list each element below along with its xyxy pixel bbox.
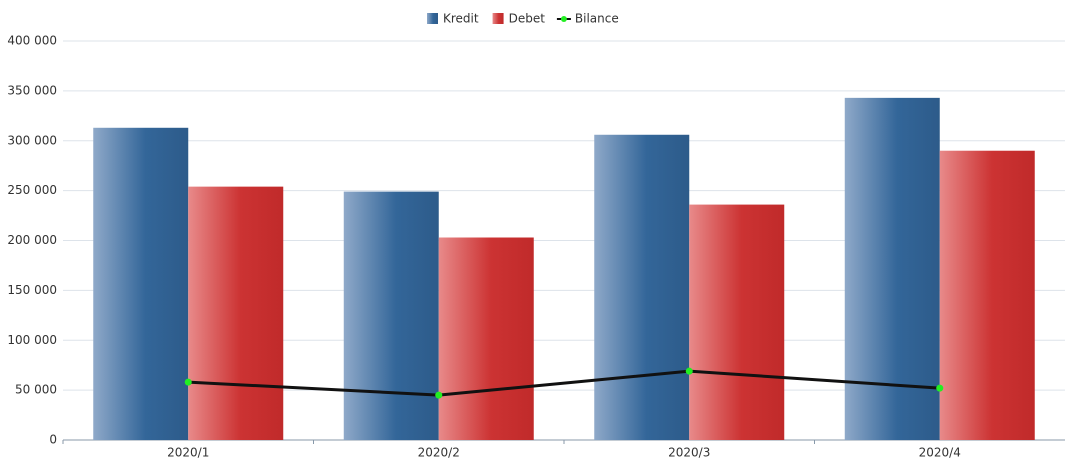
legend-swatch [492, 13, 504, 24]
y-tick-label: 250 000 [7, 183, 57, 197]
legend-swatch [427, 13, 438, 24]
bar [594, 134, 690, 440]
legend-label: Bilance [575, 12, 619, 26]
bar [93, 127, 189, 440]
marker [435, 391, 443, 399]
bar [689, 204, 785, 440]
y-tick-label: 400 000 [7, 34, 57, 48]
legend-label: Debet [509, 12, 546, 26]
line [188, 369, 940, 397]
marker [936, 384, 944, 392]
y-tick-label: 50 000 [15, 383, 57, 397]
y-tick-label: 150 000 [7, 283, 57, 297]
y-tick-label: 100 000 [7, 333, 57, 347]
bar [343, 191, 439, 440]
bar [939, 150, 1035, 440]
marker [184, 378, 192, 386]
x-tick-label: 2020/4 [919, 446, 961, 460]
y-tick-label: 300 000 [7, 133, 57, 147]
legend-label: Kredit [443, 12, 479, 26]
y-tick-label: 0 [49, 433, 57, 447]
marker [685, 367, 693, 375]
legend-swatch [560, 16, 567, 22]
bar [844, 97, 940, 441]
bar [438, 237, 534, 440]
x-tick-label: 2020/1 [167, 446, 209, 460]
x-tick-label: 2020/2 [418, 446, 460, 460]
y-tick-label: 200 000 [7, 233, 57, 247]
bar [188, 186, 284, 440]
x-tick-label: 2020/3 [668, 446, 710, 460]
y-tick-label: 350 000 [7, 83, 57, 97]
